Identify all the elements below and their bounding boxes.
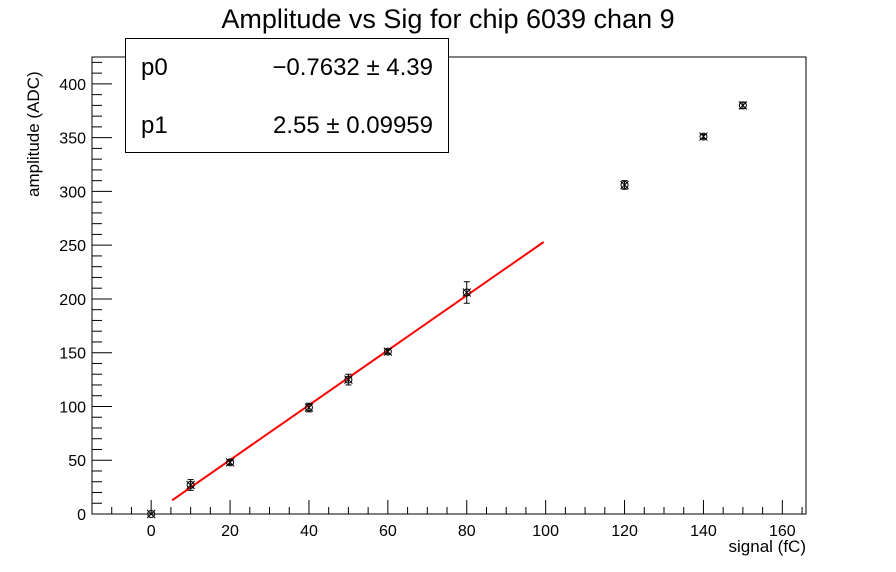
data-points [146, 101, 748, 519]
data-point [304, 402, 314, 413]
point-marker-circle [383, 347, 392, 356]
fit-stats-box: p0 −0.7632 ± 4.39 p1 2.55 ± 0.09959 [125, 38, 449, 153]
stat-name-p1: p1 [141, 112, 168, 139]
plot-frame [91, 56, 807, 515]
x-tick-label: 60 [379, 523, 397, 540]
stat-name-p0: p0 [141, 54, 168, 81]
x-tick-label: 80 [458, 523, 476, 540]
point-marker-circle [304, 403, 313, 412]
data-point [462, 281, 472, 304]
y-tick-label: 250 [59, 238, 86, 255]
point-marker-circle [226, 458, 235, 467]
data-point [620, 180, 629, 190]
y-tick-label: 200 [59, 292, 86, 309]
y-tick-label: 100 [59, 399, 86, 416]
x-tick-label: 20 [221, 523, 239, 540]
x-tick-label: 120 [611, 523, 638, 540]
x-tick-label: 140 [690, 523, 717, 540]
y-tick-label: 400 [59, 77, 86, 94]
stat-value-p1: 2.55 ± 0.09959 [273, 112, 433, 139]
fit-line [171, 241, 545, 502]
x-tick-label: 100 [532, 523, 559, 540]
point-marker-cross [738, 101, 748, 110]
y-tick-label: 150 [59, 346, 86, 363]
fit-line-group [171, 241, 545, 502]
y-tick-label: 0 [77, 507, 86, 524]
y-tick-label: 50 [68, 453, 86, 470]
point-marker-cross [620, 180, 629, 190]
data-point [738, 101, 748, 110]
point-marker-cross [225, 458, 235, 467]
point-marker-circle [462, 288, 471, 297]
axis-ticks [91, 61, 803, 515]
stat-value-p0: −0.7632 ± 4.39 [272, 54, 433, 81]
point-marker-circle [344, 375, 353, 384]
data-point [344, 373, 353, 386]
point-marker-cross [344, 375, 353, 384]
point-marker-cross [146, 509, 156, 519]
point-marker-circle [147, 510, 156, 518]
data-point [186, 479, 195, 491]
chart-title: Amplitude vs Sig for chip 6039 chan 9 [221, 4, 675, 34]
data-point [146, 509, 156, 519]
y-tick-label: 350 [59, 131, 86, 148]
axis-tick-labels: 0 20 40 60 80 100 120 140 160 0 50 100 150 200 250 300 3… [59, 77, 795, 540]
point-marker-cross [462, 288, 472, 297]
x-axis-label: signal (fC) [728, 537, 806, 556]
x-tick-label: 40 [300, 523, 318, 540]
data-point [699, 132, 708, 141]
point-marker-cross [186, 480, 195, 490]
x-tick-label: 0 [147, 523, 156, 540]
point-marker-cross [699, 132, 708, 141]
data-point [225, 458, 235, 467]
stat-row-p0: p0 −0.7632 ± 4.39 [141, 54, 433, 82]
y-tick-label: 300 [59, 184, 86, 201]
stat-row-p1: p1 2.55 ± 0.09959 [141, 112, 433, 140]
y-axis-label: amplitude (ADC) [24, 71, 43, 197]
point-marker-cross [304, 403, 314, 412]
x-tick-label: 160 [769, 523, 796, 540]
point-marker-circle [620, 180, 629, 189]
point-marker-cross [383, 347, 393, 356]
point-marker-circle [699, 132, 708, 141]
point-marker-circle [738, 101, 747, 110]
data-point [383, 347, 393, 356]
point-marker-circle [186, 480, 195, 489]
